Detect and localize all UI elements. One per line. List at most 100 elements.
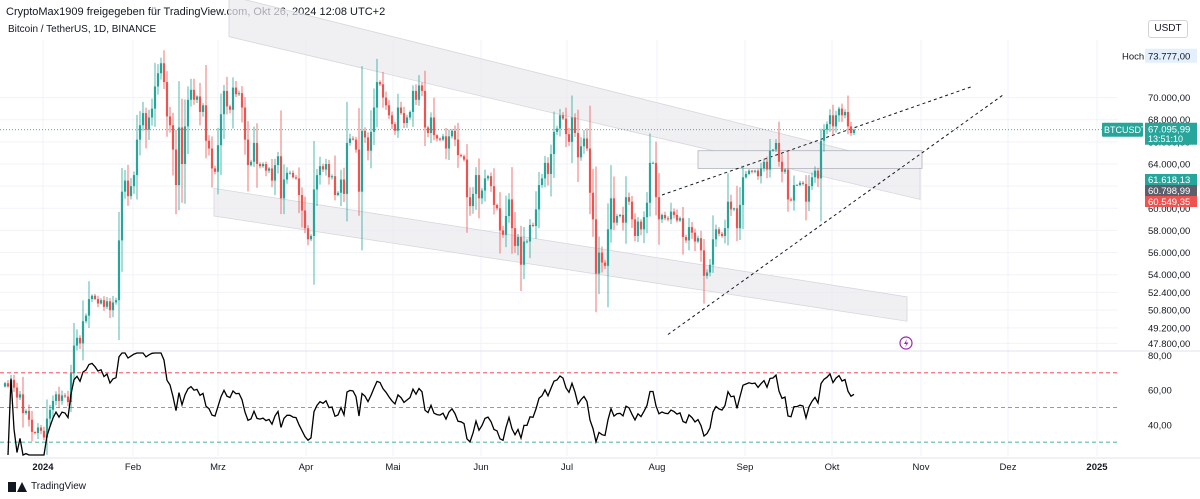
candle-body bbox=[258, 164, 262, 167]
candle-body bbox=[627, 197, 631, 202]
candle-body bbox=[225, 90, 229, 107]
candle-body bbox=[114, 300, 118, 303]
candle-body bbox=[645, 202, 649, 218]
candle-body bbox=[273, 165, 277, 181]
candle-body bbox=[240, 93, 244, 108]
candle-body bbox=[780, 161, 784, 172]
candle-body bbox=[321, 166, 325, 170]
candle-body bbox=[681, 218, 685, 238]
candle-body bbox=[708, 264, 712, 273]
candle-body bbox=[684, 237, 688, 241]
candle-body bbox=[78, 337, 82, 344]
candle-body bbox=[528, 224, 532, 242]
candle-body bbox=[276, 156, 280, 166]
candle-body bbox=[435, 135, 439, 139]
candle-body bbox=[447, 136, 451, 149]
candle-body bbox=[36, 427, 40, 434]
candle-body bbox=[552, 131, 556, 155]
candle-body bbox=[777, 142, 781, 162]
candle-body bbox=[333, 176, 337, 195]
candle-body bbox=[228, 106, 232, 110]
candle-body bbox=[831, 115, 835, 127]
candle-body bbox=[600, 252, 604, 263]
candle-body bbox=[429, 117, 433, 133]
candle-body bbox=[51, 400, 55, 410]
candle-body bbox=[450, 130, 454, 137]
currency-button[interactable]: USDT bbox=[1148, 20, 1188, 38]
candle-body bbox=[576, 133, 580, 158]
candle-body bbox=[381, 84, 385, 98]
candle-body bbox=[384, 97, 388, 106]
candle-body bbox=[204, 105, 208, 141]
candle-body bbox=[531, 224, 535, 226]
candle-body bbox=[237, 93, 241, 95]
candle-body bbox=[357, 149, 361, 192]
candle-body bbox=[201, 105, 205, 112]
candle-body bbox=[189, 89, 193, 100]
price-axis-label: 52.400,00 bbox=[1148, 288, 1190, 299]
candle-body bbox=[186, 99, 190, 127]
candle-body bbox=[219, 114, 223, 146]
candle-body bbox=[270, 168, 274, 181]
candle-body bbox=[135, 139, 139, 176]
candle-body bbox=[825, 124, 829, 130]
rsi-line bbox=[7, 352, 855, 456]
candle-body bbox=[486, 176, 490, 179]
candle-body bbox=[615, 216, 619, 223]
candle-body bbox=[687, 227, 691, 241]
time-axis-label: Mai bbox=[385, 462, 400, 473]
candle-body bbox=[99, 300, 103, 304]
candle-body bbox=[603, 262, 607, 266]
candle-body bbox=[639, 221, 643, 230]
price-axis-label: 70.000,00 bbox=[1148, 93, 1190, 104]
candle-body bbox=[537, 185, 541, 210]
candle-body bbox=[795, 185, 799, 186]
candle-body bbox=[741, 177, 745, 205]
countdown-timer: 13:51:10 bbox=[1148, 134, 1183, 144]
candle-body bbox=[366, 137, 370, 151]
candle-body bbox=[471, 193, 475, 207]
price-axis-label: 56.000,00 bbox=[1148, 248, 1190, 259]
time-axis-label: Okt bbox=[825, 462, 840, 473]
candle-body bbox=[108, 301, 112, 311]
candle-body bbox=[810, 177, 814, 187]
candle-body bbox=[594, 219, 598, 274]
candle-body bbox=[12, 379, 16, 388]
candle-body bbox=[72, 345, 76, 374]
candle-body bbox=[303, 210, 307, 229]
candle-body bbox=[168, 116, 172, 126]
candle-body bbox=[81, 321, 85, 344]
candle-body bbox=[126, 180, 130, 197]
candle-body bbox=[87, 299, 91, 316]
descending-channel-upper bbox=[228, 0, 921, 200]
candle-body bbox=[693, 232, 697, 242]
candle-body bbox=[387, 105, 391, 116]
rsi-axis-label: 80,00 bbox=[1148, 351, 1172, 362]
candle-body bbox=[285, 172, 289, 180]
candle-body bbox=[417, 85, 421, 100]
candle-body bbox=[534, 209, 538, 226]
lightning-icon-bolt bbox=[904, 339, 909, 348]
candle-body bbox=[66, 396, 70, 403]
candle-body bbox=[612, 198, 616, 223]
candle-body bbox=[744, 173, 748, 178]
candle-body bbox=[675, 214, 679, 221]
candle-body bbox=[720, 233, 724, 236]
candle-body bbox=[18, 394, 22, 398]
candle-body bbox=[495, 204, 499, 209]
candle-body bbox=[477, 175, 481, 199]
candle-body bbox=[111, 302, 115, 311]
candle-body bbox=[672, 211, 676, 215]
candle-body bbox=[207, 140, 211, 149]
candle-body bbox=[423, 90, 427, 128]
candle-body bbox=[636, 221, 640, 236]
candle-body bbox=[567, 134, 571, 142]
symbol-title: Bitcoin / TetherUS, 1D, BINANCE bbox=[8, 24, 157, 35]
candle-body bbox=[759, 168, 763, 177]
time-axis-label: Jun bbox=[473, 462, 488, 473]
price-axis-label: 50.800,00 bbox=[1148, 306, 1190, 317]
candle-body bbox=[57, 394, 61, 401]
candle-body bbox=[309, 235, 313, 240]
candle-body bbox=[180, 127, 184, 164]
